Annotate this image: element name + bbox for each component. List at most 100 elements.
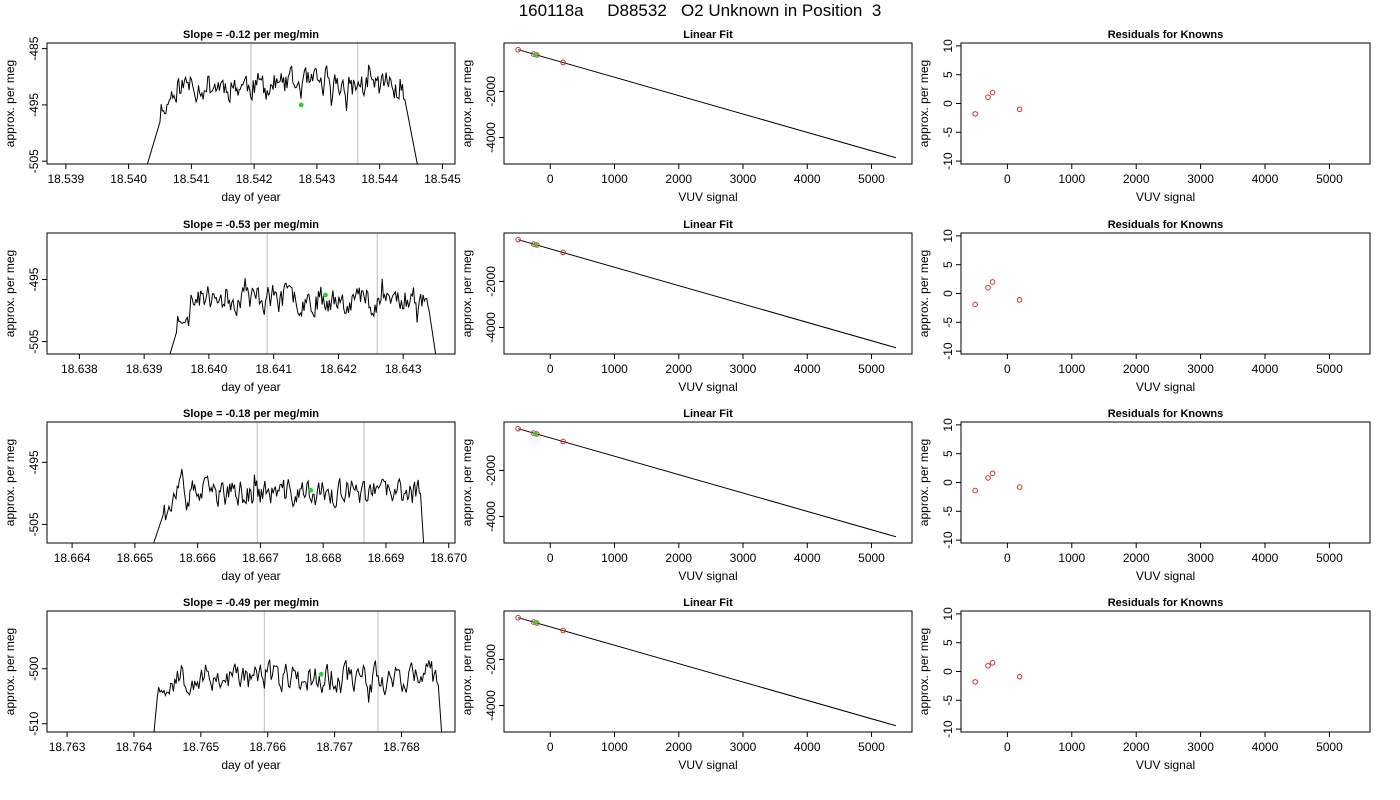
panel-title: Slope = -0.18 per meg/min bbox=[183, 408, 319, 420]
panel-title: Residuals for Knowns bbox=[1108, 597, 1224, 609]
panel-4-1: Slope = -0.49 per meg/min 18.763 18.764 18.… bbox=[3, 597, 456, 772]
x-tick-label: 5000 bbox=[1316, 172, 1343, 186]
x-tick-label: 4000 bbox=[1252, 362, 1279, 376]
plot-frame bbox=[960, 421, 1371, 544]
x-tick-label: 18.643 bbox=[385, 362, 422, 376]
y-axis-label: approx. per meg bbox=[3, 250, 17, 337]
panel-title: Residuals for Knowns bbox=[1108, 408, 1224, 420]
x-tick-label: 18.543 bbox=[299, 172, 336, 186]
y-tick-label: -4000 bbox=[484, 122, 498, 153]
x-tick-label: 1000 bbox=[1058, 740, 1085, 754]
panel-2-1: Slope = -0.53 per meg/min 18.638 18.639 18.… bbox=[3, 219, 456, 394]
unknown-mean-marker bbox=[323, 292, 328, 298]
unknown-mean-marker bbox=[318, 671, 324, 677]
y-axis-label: approx. per meg bbox=[460, 628, 474, 715]
y-tick-label: 5 bbox=[941, 71, 955, 78]
plot-frame bbox=[46, 421, 456, 544]
residual-point bbox=[989, 470, 996, 477]
x-tick-label: 3000 bbox=[1187, 362, 1214, 376]
y-tick-label: 5 bbox=[941, 450, 955, 457]
plot-area bbox=[153, 422, 425, 543]
plot-frame bbox=[960, 42, 1371, 165]
y-axis-label: approx. per meg bbox=[3, 60, 17, 147]
y-tick-label: 5 bbox=[941, 639, 955, 646]
x-tick-label: 1000 bbox=[1058, 551, 1085, 565]
x-axis-label: VUV signal bbox=[1136, 190, 1195, 204]
residual-point bbox=[1016, 106, 1023, 113]
x-tick-label: 18.666 bbox=[179, 551, 216, 565]
known-point bbox=[560, 59, 566, 66]
x-tick-label: 18.539 bbox=[47, 172, 84, 186]
y-tick-label: -2000 bbox=[484, 644, 498, 675]
residual-point bbox=[989, 660, 996, 666]
x-tick-label: 18.640 bbox=[191, 362, 228, 376]
plot-area bbox=[515, 46, 897, 159]
x-tick-label: 18.667 bbox=[242, 551, 279, 565]
panel-title: Linear Fit bbox=[683, 219, 733, 231]
x-tick-label: 2000 bbox=[1123, 551, 1150, 565]
panel-title: Slope = -0.53 per meg/min bbox=[183, 219, 319, 231]
y-tick-label: -495 bbox=[27, 267, 41, 291]
x-tick-label: 5000 bbox=[858, 740, 885, 754]
plot-frame bbox=[960, 610, 1371, 733]
panel-3-2: Linear Fit 0 1000 2000 3000 4000 5000 -4000 -200… bbox=[460, 408, 913, 583]
x-tick-label: 1000 bbox=[1058, 172, 1085, 186]
x-tick-label: 0 bbox=[547, 551, 554, 565]
page-title: 160118a D88532 O2 Unknown in Position 3 bbox=[518, 1, 882, 20]
x-tick-label: 18.545 bbox=[424, 172, 461, 186]
x-tick-label: 18.544 bbox=[361, 172, 398, 186]
x-tick-label: 4000 bbox=[1252, 172, 1279, 186]
x-axis-label: day of year bbox=[221, 380, 280, 394]
known-point bbox=[515, 236, 521, 243]
y-tick-label: 10 bbox=[941, 607, 955, 621]
x-tick-label: 4000 bbox=[794, 172, 821, 186]
x-tick-label: 3000 bbox=[1187, 172, 1214, 186]
x-axis-label: day of year bbox=[221, 569, 280, 583]
y-tick-label: -5 bbox=[941, 317, 955, 328]
residual-point bbox=[972, 487, 978, 494]
x-tick-label: 5000 bbox=[1316, 551, 1343, 565]
x-tick-label: 3000 bbox=[730, 362, 757, 376]
plot-frame bbox=[503, 610, 913, 733]
panel-title: Linear Fit bbox=[683, 597, 733, 609]
panel-4-2: Linear Fit 0 1000 2000 3000 4000 5000 -4000 -200… bbox=[460, 597, 913, 772]
plot-area bbox=[972, 89, 1023, 117]
y-axis-label: approx. per meg bbox=[460, 250, 474, 337]
y-tick-label: -10 bbox=[941, 720, 955, 738]
y-tick-label: 0 bbox=[941, 290, 955, 297]
x-tick-label: 18.668 bbox=[305, 551, 342, 565]
fit-line bbox=[517, 239, 897, 349]
x-axis-label: VUV signal bbox=[678, 569, 737, 583]
unknown-point bbox=[533, 242, 538, 247]
plot-frame bbox=[46, 232, 456, 355]
plot-area bbox=[515, 614, 897, 727]
trace-line bbox=[146, 64, 418, 164]
y-tick-label: -5 bbox=[941, 127, 955, 138]
x-tick-label: 2000 bbox=[665, 740, 692, 754]
x-tick-label: 4000 bbox=[794, 551, 821, 565]
x-tick-label: 1000 bbox=[601, 551, 628, 565]
x-tick-label: 18.542 bbox=[236, 172, 273, 186]
panel-title: Slope = -0.49 per meg/min bbox=[183, 597, 319, 609]
unknown-mean-marker bbox=[308, 487, 314, 493]
panel-title: Residuals for Knowns bbox=[1108, 29, 1224, 41]
x-tick-label: 18.641 bbox=[255, 362, 292, 376]
panel-3-1: Slope = -0.18 per meg/min 18.664 18.665 18.… bbox=[3, 408, 467, 583]
residual-point bbox=[989, 89, 996, 96]
x-tick-label: 1000 bbox=[601, 740, 628, 754]
x-tick-label: 18.768 bbox=[383, 740, 420, 754]
x-tick-label: 18.764 bbox=[116, 740, 153, 754]
known-point bbox=[560, 249, 566, 256]
x-tick-label: 18.639 bbox=[126, 362, 163, 376]
unknown-point bbox=[533, 431, 538, 436]
y-tick-label: -4000 bbox=[484, 501, 498, 532]
y-tick-label: -485 bbox=[27, 36, 41, 60]
y-axis-label: approx. per meg bbox=[460, 60, 474, 147]
x-tick-label: 5000 bbox=[1316, 362, 1343, 376]
y-tick-label: -4000 bbox=[484, 312, 498, 343]
y-tick-label: -4000 bbox=[484, 690, 498, 721]
unknown-point bbox=[533, 620, 538, 625]
plot-area bbox=[515, 425, 897, 538]
residual-point bbox=[972, 301, 978, 308]
x-tick-label: 18.664 bbox=[54, 551, 91, 565]
